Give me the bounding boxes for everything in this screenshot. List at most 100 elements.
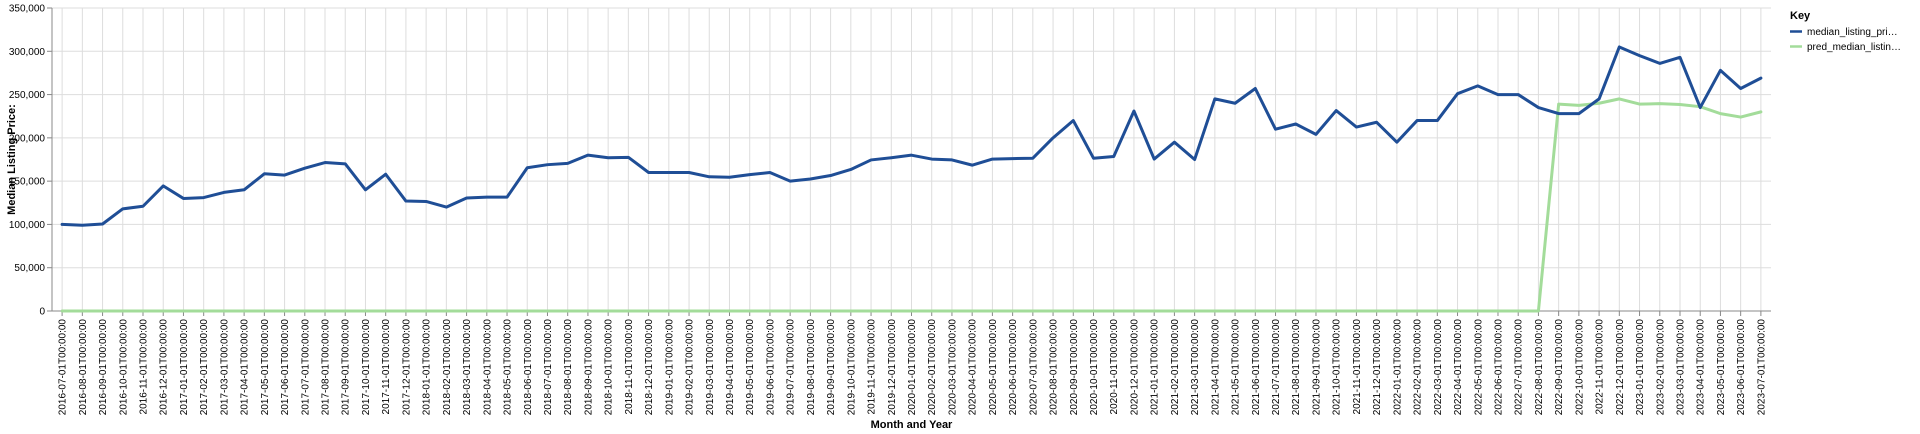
x-tick-label: 2016-10-01T00:00:00 (118, 319, 129, 416)
x-tick-label: 2021-01-01T00:00:00 (1150, 319, 1161, 416)
x-tick-label: 2021-09-01T00:00:00 (1311, 319, 1322, 416)
x-tick-label: 2018-01-01T00:00:00 (422, 319, 433, 416)
x-tick-label: 2022-05-01T00:00:00 (1473, 319, 1484, 416)
x-tick-label: 2017-08-01T00:00:00 (321, 319, 332, 416)
axes: 0 50,000 100,000 150,000 200,000 250,000 300,0… (9, 4, 1771, 416)
x-tick-label: 2021-07-01T00:00:00 (1271, 319, 1282, 416)
x-tick-label: 2016-09-01T00:00:00 (98, 319, 109, 416)
x-tick-label: 2017-04-01T00:00:00 (240, 319, 251, 416)
x-tick-label: 2022-08-01T00:00:00 (1534, 319, 1545, 416)
x-tick-label: 2019-07-01T00:00:00 (786, 319, 797, 416)
x-tick-label: 2016-07-01T00:00:00 (58, 319, 69, 416)
x-tick-label: 2019-06-01T00:00:00 (765, 319, 776, 416)
y-tick-label: 350,000 (9, 4, 46, 15)
x-tick-label: 2020-12-01T00:00:00 (1129, 319, 1140, 416)
x-tick-label: 2016-12-01T00:00:00 (159, 319, 170, 416)
x-tick-label: 2022-11-01T00:00:00 (1595, 319, 1606, 415)
x-tick-label: 2018-02-01T00:00:00 (442, 319, 453, 416)
x-tick-label: 2017-12-01T00:00:00 (401, 319, 412, 416)
x-tick-label: 2022-12-01T00:00:00 (1615, 319, 1626, 416)
x-tick-label: 2022-06-01T00:00:00 (1493, 319, 1504, 416)
x-tick-label: 2022-02-01T00:00:00 (1413, 319, 1424, 416)
x-tick-label: 2020-07-01T00:00:00 (1028, 319, 1039, 416)
y-tick-label: 100,000 (9, 220, 46, 231)
x-tick-label: 2020-02-01T00:00:00 (927, 319, 938, 416)
series-line (60, 45, 1763, 227)
x-tick-label: 2017-05-01T00:00:00 (260, 319, 271, 416)
x-tick-label: 2021-05-01T00:00:00 (1231, 319, 1242, 416)
x-tick-label: 2019-11-01T00:00:00 (867, 319, 878, 415)
x-tick-label: 2023-01-01T00:00:00 (1635, 319, 1646, 416)
x-tick-label: 2017-02-01T00:00:00 (199, 319, 210, 416)
x-axis-title: Month and Year (871, 419, 953, 431)
x-tick-label: 2018-03-01T00:00:00 (462, 319, 473, 416)
y-tick-label: 300,000 (9, 47, 46, 58)
x-tick-label: 2021-04-01T00:00:00 (1210, 319, 1221, 416)
x-tick-label: 2021-10-01T00:00:00 (1332, 319, 1343, 416)
x-tick-label: 2023-02-01T00:00:00 (1655, 319, 1666, 416)
x-tick-label: 2021-02-01T00:00:00 (1170, 319, 1181, 416)
x-tick-label: 2022-03-01T00:00:00 (1433, 319, 1444, 416)
x-tick-label: 2016-08-01T00:00:00 (78, 319, 89, 416)
x-tick-label: 2017-06-01T00:00:00 (280, 319, 291, 416)
y-tick-label: 0 (39, 307, 45, 318)
x-tick-label: 2018-11-01T00:00:00 (624, 319, 635, 415)
x-tick-label: 2021-11-01T00:00:00 (1352, 319, 1363, 415)
x-tick-label: 2018-05-01T00:00:00 (503, 319, 514, 416)
x-tick-label: 2017-10-01T00:00:00 (361, 319, 372, 416)
x-tick-label: 2023-06-01T00:00:00 (1736, 319, 1747, 416)
y-tick-label: 150,000 (9, 177, 46, 188)
x-tick-label: 2022-09-01T00:00:00 (1554, 319, 1565, 416)
y-tick-label: 200,000 (9, 133, 46, 144)
x-tick-label: 2021-03-01T00:00:00 (1190, 319, 1201, 416)
legend-item-label: pred_median_listin… (1807, 42, 1901, 53)
x-tick-label: 2023-04-01T00:00:00 (1696, 319, 1707, 416)
x-tick-label: 2023-07-01T00:00:00 (1756, 319, 1767, 416)
x-tick-label: 2019-03-01T00:00:00 (705, 319, 716, 416)
x-tick-label: 2021-06-01T00:00:00 (1251, 319, 1262, 416)
x-tick-label: 2019-05-01T00:00:00 (745, 319, 756, 416)
x-tick-label: 2017-01-01T00:00:00 (179, 319, 190, 416)
x-tick-label: 2019-01-01T00:00:00 (664, 319, 675, 416)
x-tick-label: 2023-03-01T00:00:00 (1675, 319, 1686, 416)
x-tick-label: 2020-05-01T00:00:00 (988, 319, 999, 416)
x-tick-label: 2020-10-01T00:00:00 (1089, 319, 1100, 416)
x-tick-label: 2018-09-01T00:00:00 (583, 319, 594, 416)
x-tick-label: 2017-03-01T00:00:00 (219, 319, 230, 416)
x-tick-label: 2018-10-01T00:00:00 (604, 319, 615, 416)
series-line (60, 97, 1763, 313)
x-tick-label: 2019-02-01T00:00:00 (685, 319, 696, 416)
x-tick-label: 2019-08-01T00:00:00 (806, 319, 817, 416)
x-tick-label: 2022-01-01T00:00:00 (1392, 319, 1403, 416)
x-tick-label: 2020-09-01T00:00:00 (1069, 319, 1080, 416)
y-tick-label: 50,000 (14, 263, 45, 274)
x-tick-label: 2018-08-01T00:00:00 (563, 319, 574, 416)
x-tick-label: 2017-09-01T00:00:00 (341, 319, 352, 416)
y-tick-label: 250,000 (9, 90, 46, 101)
x-tick-label: 2017-11-01T00:00:00 (381, 319, 392, 415)
legend-title: Key (1790, 10, 1811, 22)
x-tick-label: 2021-08-01T00:00:00 (1291, 319, 1302, 416)
x-tick-label: 2021-12-01T00:00:00 (1372, 319, 1383, 416)
x-tick-label: 2022-07-01T00:00:00 (1514, 319, 1525, 416)
x-tick-label: 2020-06-01T00:00:00 (1008, 319, 1019, 416)
legend-item-label: median_listing_pri… (1807, 27, 1898, 38)
x-tick-label: 2020-08-01T00:00:00 (1049, 319, 1060, 416)
y-axis-title: Median Listing Price: (6, 104, 18, 215)
x-tick-label: 2016-11-01T00:00:00 (139, 319, 150, 415)
x-tick-label: 2019-09-01T00:00:00 (826, 319, 837, 416)
x-tick-label: 2018-06-01T00:00:00 (523, 319, 534, 416)
x-tick-label: 2022-04-01T00:00:00 (1453, 319, 1464, 416)
x-tick-label: 2019-04-01T00:00:00 (725, 319, 736, 416)
x-tick-label: 2020-11-01T00:00:00 (1109, 319, 1120, 415)
gridlines (52, 7, 1771, 312)
series-lines (60, 45, 1763, 313)
x-tick-label: 2020-04-01T00:00:00 (968, 319, 979, 416)
x-tick-label: 2019-10-01T00:00:00 (846, 319, 857, 416)
x-tick-label: 2019-12-01T00:00:00 (887, 319, 898, 416)
x-tick-label: 2023-05-01T00:00:00 (1716, 319, 1727, 416)
x-tick-label: 2017-07-01T00:00:00 (300, 319, 311, 416)
x-tick-label: 2020-01-01T00:00:00 (907, 319, 918, 416)
